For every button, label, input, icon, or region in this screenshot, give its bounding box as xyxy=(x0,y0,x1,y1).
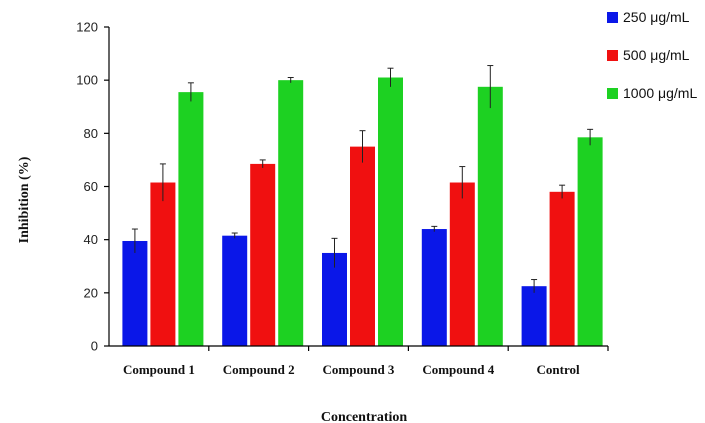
x-category-label: Compound 1 xyxy=(123,362,195,377)
y-tick-label: 20 xyxy=(84,285,98,300)
bar xyxy=(222,235,248,346)
y-tick-label: 0 xyxy=(91,339,98,354)
x-category-label: Control xyxy=(537,362,580,377)
legend-label: 1000 μg/mL xyxy=(623,85,697,101)
bar xyxy=(449,182,475,346)
bar xyxy=(322,252,347,346)
bar xyxy=(421,229,447,346)
legend-label: 500 μg/mL xyxy=(623,47,690,63)
bar xyxy=(122,240,148,346)
bar xyxy=(549,191,575,346)
y-tick-label: 80 xyxy=(84,126,98,141)
bar xyxy=(521,286,547,346)
y-tick-label: 60 xyxy=(84,179,98,194)
bar xyxy=(278,80,304,347)
y-axis-title: Inhibition (%) xyxy=(17,156,32,243)
bar xyxy=(378,77,403,346)
x-category-label: Compound 3 xyxy=(323,362,395,377)
legend-swatch xyxy=(607,50,618,61)
x-categories-group: Compound 1 Compound 2 Compound 3 Compound 4… xyxy=(123,346,609,377)
y-tick-label: 40 xyxy=(84,232,98,247)
y-tick-label: 120 xyxy=(76,20,98,35)
bar xyxy=(178,92,204,346)
legend-swatch xyxy=(607,88,618,99)
bar xyxy=(477,86,503,346)
x-category-label: Compound 2 xyxy=(223,362,295,377)
bar xyxy=(577,137,603,346)
bars-group xyxy=(122,77,603,347)
error-bars-group xyxy=(131,65,594,293)
legend-label: 250 μg/mL xyxy=(623,9,690,25)
bar xyxy=(350,146,375,346)
bar xyxy=(250,163,276,346)
y-tick-label: 100 xyxy=(76,73,98,88)
legend-swatch xyxy=(607,12,618,23)
bar xyxy=(150,182,176,346)
x-category-label: Compound 4 xyxy=(422,362,494,377)
y-ticks-group: 0 20 40 60 80 100 120 xyxy=(76,20,109,354)
x-axis-title: Concentration xyxy=(321,410,408,423)
legend: 250 μg/mL 500 μg/mL 1000 μg/mL xyxy=(607,9,697,101)
